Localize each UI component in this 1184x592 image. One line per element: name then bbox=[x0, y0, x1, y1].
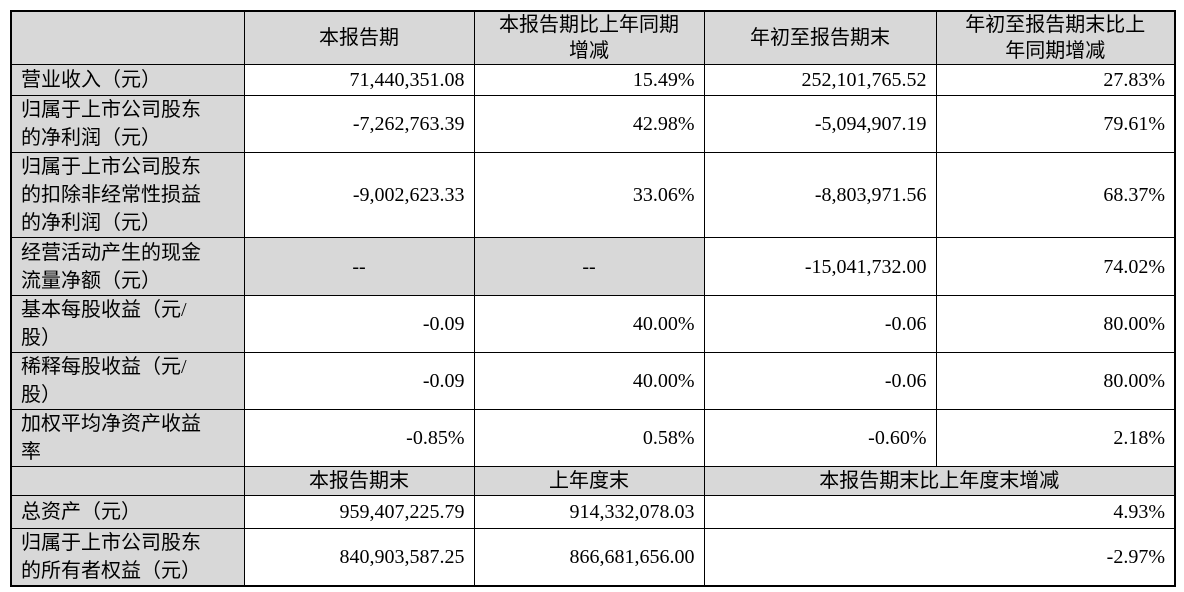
row-label: 归属于上市公司股东 的扣除非经常性损益 的净利润（元） bbox=[10, 152, 245, 238]
row-label: 加权平均净资产收益 率 bbox=[10, 409, 245, 467]
table-row-weighted-avg-roe: 加权平均净资产收益 率 -0.85% 0.58% -0.60% 2.18% bbox=[10, 409, 1176, 467]
value-cell: 840,903,587.25 bbox=[243, 528, 475, 587]
table-subheader-row: 本报告期末 上年度末 本报告期末比上年度末增减 bbox=[10, 466, 1176, 496]
row-label: 总资产（元） bbox=[10, 495, 245, 529]
row-label: 经营活动产生的现金 流量净额（元） bbox=[10, 237, 245, 296]
subheader-cell-prior-year-end: 上年度末 bbox=[473, 466, 705, 496]
value-cell: 4.93% bbox=[703, 495, 1176, 529]
value-cell: -2.97% bbox=[703, 528, 1176, 587]
value-cell: 0.58% bbox=[473, 409, 705, 467]
financial-summary-table: 本报告期 本报告期比上年同期 增减 年初至报告期末 年初至报告期末比上 年同期增… bbox=[10, 10, 1176, 587]
value-cell: 71,440,351.08 bbox=[243, 64, 475, 96]
table-row-net-profit: 归属于上市公司股东 的净利润（元） -7,262,763.39 42.98% -… bbox=[10, 95, 1176, 153]
value-cell: -5,094,907.19 bbox=[703, 95, 937, 153]
value-cell: 40.00% bbox=[473, 295, 705, 353]
value-cell: 866,681,656.00 bbox=[473, 528, 705, 587]
table-row-operating-cash-flow: 经营活动产生的现金 流量净额（元） -- -- -15,041,732.00 7… bbox=[10, 237, 1176, 296]
value-cell: -9,002,623.33 bbox=[243, 152, 475, 238]
table-row-basic-eps: 基本每股收益（元/ 股） -0.09 40.00% -0.06 80.00% bbox=[10, 295, 1176, 353]
value-cell: 15.49% bbox=[473, 64, 705, 96]
row-label: 基本每股收益（元/ 股） bbox=[10, 295, 245, 353]
value-cell: -7,262,763.39 bbox=[243, 95, 475, 153]
row-label: 归属于上市公司股东 的所有者权益（元） bbox=[10, 528, 245, 587]
value-cell: -15,041,732.00 bbox=[703, 237, 937, 296]
table-row-diluted-eps: 稀释每股收益（元/ 股） -0.09 40.00% -0.06 80.00% bbox=[10, 352, 1176, 410]
value-cell: -0.06 bbox=[703, 295, 937, 353]
header-cell-blank bbox=[10, 10, 245, 65]
value-cell: -0.09 bbox=[243, 295, 475, 353]
header-cell-year-to-date: 年初至报告期末 bbox=[703, 10, 937, 65]
subheader-cell-period-end-change: 本报告期末比上年度末增减 bbox=[703, 466, 1176, 496]
value-cell: 74.02% bbox=[935, 237, 1176, 296]
value-cell: 33.06% bbox=[473, 152, 705, 238]
table-row-owners-equity: 归属于上市公司股东 的所有者权益（元） 840,903,587.25 866,6… bbox=[10, 528, 1176, 587]
value-cell-na: -- bbox=[473, 237, 705, 296]
value-cell: 79.61% bbox=[935, 95, 1176, 153]
header-cell-current-period-change: 本报告期比上年同期 增减 bbox=[473, 10, 705, 65]
value-cell: 252,101,765.52 bbox=[703, 64, 937, 96]
row-label: 归属于上市公司股东 的净利润（元） bbox=[10, 95, 245, 153]
value-cell: 2.18% bbox=[935, 409, 1176, 467]
value-cell: 42.98% bbox=[473, 95, 705, 153]
value-cell: 80.00% bbox=[935, 295, 1176, 353]
value-cell: 40.00% bbox=[473, 352, 705, 410]
header-cell-year-to-date-change: 年初至报告期末比上 年同期增减 bbox=[935, 10, 1176, 65]
table-row-net-profit-excl-nonrecurring: 归属于上市公司股东 的扣除非经常性损益 的净利润（元） -9,002,623.3… bbox=[10, 152, 1176, 238]
value-cell: -8,803,971.56 bbox=[703, 152, 937, 238]
row-label: 营业收入（元） bbox=[10, 64, 245, 96]
value-cell: 68.37% bbox=[935, 152, 1176, 238]
subheader-cell-blank bbox=[10, 466, 245, 496]
value-cell: -0.85% bbox=[243, 409, 475, 467]
table-header-row: 本报告期 本报告期比上年同期 增减 年初至报告期末 年初至报告期末比上 年同期增… bbox=[10, 10, 1176, 65]
value-cell: -0.09 bbox=[243, 352, 475, 410]
value-cell: 959,407,225.79 bbox=[243, 495, 475, 529]
value-cell: -0.60% bbox=[703, 409, 937, 467]
header-cell-current-period: 本报告期 bbox=[243, 10, 475, 65]
subheader-cell-period-end: 本报告期末 bbox=[243, 466, 475, 496]
row-label: 稀释每股收益（元/ 股） bbox=[10, 352, 245, 410]
value-cell: 914,332,078.03 bbox=[473, 495, 705, 529]
table-row-revenue: 营业收入（元） 71,440,351.08 15.49% 252,101,765… bbox=[10, 64, 1176, 96]
value-cell: -0.06 bbox=[703, 352, 937, 410]
table-row-total-assets: 总资产（元） 959,407,225.79 914,332,078.03 4.9… bbox=[10, 495, 1176, 529]
value-cell: 27.83% bbox=[935, 64, 1176, 96]
value-cell: 80.00% bbox=[935, 352, 1176, 410]
value-cell-na: -- bbox=[243, 237, 475, 296]
